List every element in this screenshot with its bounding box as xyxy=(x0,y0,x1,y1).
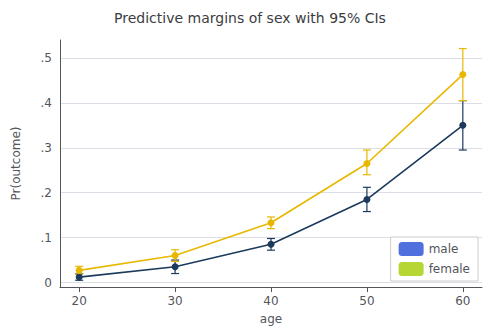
svg-text:0: 0 xyxy=(44,276,52,290)
svg-text:age: age xyxy=(260,312,282,326)
svg-text:female: female xyxy=(429,262,470,276)
svg-text:60: 60 xyxy=(455,294,470,308)
svg-text:Pr(outcome): Pr(outcome) xyxy=(9,127,23,201)
svg-text:.2: .2 xyxy=(41,186,52,200)
svg-text:.5: .5 xyxy=(41,51,52,65)
svg-text:.4: .4 xyxy=(41,96,52,110)
svg-text:.1: .1 xyxy=(41,231,52,245)
svg-text:40: 40 xyxy=(263,294,278,308)
svg-text:50: 50 xyxy=(359,294,374,308)
svg-text:20: 20 xyxy=(72,294,87,308)
svg-text:Predictive margins of sex with: Predictive margins of sex with 95% CIs xyxy=(114,10,386,26)
svg-text:male: male xyxy=(429,242,459,256)
svg-text:30: 30 xyxy=(167,294,182,308)
svg-text:.3: .3 xyxy=(41,141,52,155)
